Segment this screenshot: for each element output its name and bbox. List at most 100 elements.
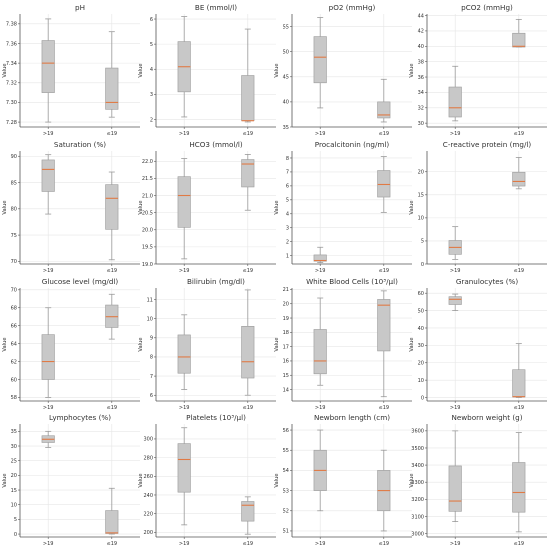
y-tick-label: 19.5	[142, 245, 153, 251]
subplot-title: White Blood Cells (10³/µl)	[306, 277, 398, 286]
y-tick-label: 0	[14, 532, 17, 538]
y-tick-label: 15	[11, 488, 17, 494]
y-tick-label: 56	[283, 428, 289, 434]
y-tick-label: 35	[283, 125, 289, 131]
y-tick-label: 5	[286, 198, 289, 204]
box-body	[177, 334, 191, 374]
y-tick-label: 3600	[411, 429, 424, 435]
y-tick-label: 42	[418, 29, 424, 35]
y-tick-label: 0	[421, 395, 424, 401]
y-tick-label: 20.5	[142, 210, 153, 216]
box-0	[448, 65, 462, 122]
y-tick-label: 6	[150, 17, 153, 23]
subplot-title: Granulocytes (%)	[456, 277, 519, 286]
y-tick-label: 9	[150, 336, 153, 342]
y-tick-label: 60	[418, 291, 424, 297]
x-tick-label: ≤19	[107, 405, 118, 411]
x-tick-label: ≤19	[379, 131, 390, 137]
x-tick-label: >19	[450, 541, 461, 547]
y-tick-label: 40	[418, 326, 424, 332]
box-0	[313, 246, 327, 264]
box-body	[448, 465, 462, 512]
y-tick-label: 85	[11, 180, 17, 186]
box-body	[241, 326, 255, 379]
y-tick-label: 14	[283, 387, 289, 393]
box-1	[377, 78, 391, 123]
subplot-12: Lymphocytes (%) Value 0 5 10 15 20 25 30 35 >19 ≤19	[2, 413, 140, 547]
x-tick-label: ≤19	[379, 268, 390, 274]
y-tick-label: 1	[286, 253, 289, 259]
y-tick-label: 20	[418, 170, 424, 176]
y-tick-label: 80	[11, 207, 17, 213]
y-tick-label: 0	[421, 262, 424, 268]
y-tick-label: 40	[283, 100, 289, 106]
box-body	[448, 296, 462, 305]
y-axis-label: Value	[2, 63, 8, 77]
box-0	[448, 293, 462, 312]
x-tick-label: ≤19	[107, 541, 118, 547]
y-tick-label: 30	[418, 121, 424, 127]
y-tick-label: 44	[418, 13, 424, 19]
box-body	[512, 462, 526, 513]
box-body	[313, 36, 327, 84]
x-tick-label: >19	[315, 268, 326, 274]
y-axis-label: Value	[2, 337, 8, 351]
y-tick-label: 6	[150, 393, 153, 399]
box-body	[105, 184, 119, 230]
box-body	[241, 159, 255, 188]
subplot-title: Bilirubin (mg/dl)	[187, 277, 245, 286]
y-tick-label: 16	[283, 359, 289, 365]
box-1	[105, 487, 119, 535]
y-tick-label: 10	[147, 316, 153, 322]
x-tick-label: ≤19	[514, 405, 525, 411]
y-tick-label: 58	[11, 395, 17, 401]
y-tick-label: 3200	[411, 497, 424, 503]
y-tick-label: 32	[418, 106, 424, 112]
y-tick-label: 40	[418, 44, 424, 50]
box-body	[377, 170, 391, 198]
subplot-5: HCO3 (mmol/l) Value 19.0 19.5 20.0 20.5 21.0 21…	[138, 140, 276, 274]
box-body	[41, 159, 55, 192]
y-tick-label: 3500	[411, 446, 424, 452]
box-0	[313, 297, 327, 386]
y-axis-label: Value	[138, 63, 144, 77]
y-tick-label: 70	[11, 259, 17, 265]
box-0	[41, 154, 55, 215]
box-1	[241, 289, 255, 396]
x-tick-label: ≤19	[379, 541, 390, 547]
subplot-title: HCO3 (mmol/l)	[189, 140, 243, 149]
box-body	[512, 369, 526, 398]
x-tick-label: >19	[315, 405, 326, 411]
subplot-15: Newborn weight (g) Value 3000 3100 3200 3300 3…	[409, 413, 547, 547]
x-tick-label: ≤19	[243, 268, 254, 274]
subplot-1: BE (mmol/l) Value 2 3 4 5 6 >19 ≤19	[138, 3, 276, 137]
subplot-title: Lymphocytes (%)	[49, 413, 111, 422]
y-tick-label: 10	[11, 503, 17, 509]
y-tick-label: 35	[11, 429, 17, 435]
y-tick-label: 3	[150, 92, 153, 98]
y-tick-label: 5	[150, 42, 153, 48]
box-1	[512, 157, 526, 190]
subplot-10: White Blood Cells (10³/µl) Value 14 15 16 17 1…	[274, 277, 412, 411]
subplot-6: Procalcitonin (ng/ml) Value 1 2 3 4 5 6 7 8 >19 ≤19	[274, 140, 412, 274]
y-tick-label: 4	[150, 67, 153, 73]
subplot-13: Platelets (10³/µl) Value 200 220 240 260 280 30…	[138, 413, 276, 547]
y-tick-label: 200	[143, 530, 153, 536]
x-tick-label: >19	[43, 541, 54, 547]
y-tick-label: 260	[143, 474, 153, 480]
x-tick-label: >19	[179, 405, 190, 411]
x-tick-label: ≤19	[243, 541, 254, 547]
box-1	[377, 449, 391, 532]
box-0	[313, 429, 327, 512]
y-tick-label: 38	[418, 59, 424, 65]
y-tick-label: 20	[283, 302, 289, 308]
y-tick-label: 50	[283, 49, 289, 55]
y-tick-label: 52	[283, 509, 289, 515]
box-1	[241, 28, 255, 123]
x-tick-label: ≤19	[107, 131, 118, 137]
y-tick-label: 20.0	[142, 228, 153, 234]
y-tick-label: 3000	[411, 531, 424, 537]
y-axis-label: Value	[274, 337, 280, 351]
box-1	[105, 31, 119, 118]
